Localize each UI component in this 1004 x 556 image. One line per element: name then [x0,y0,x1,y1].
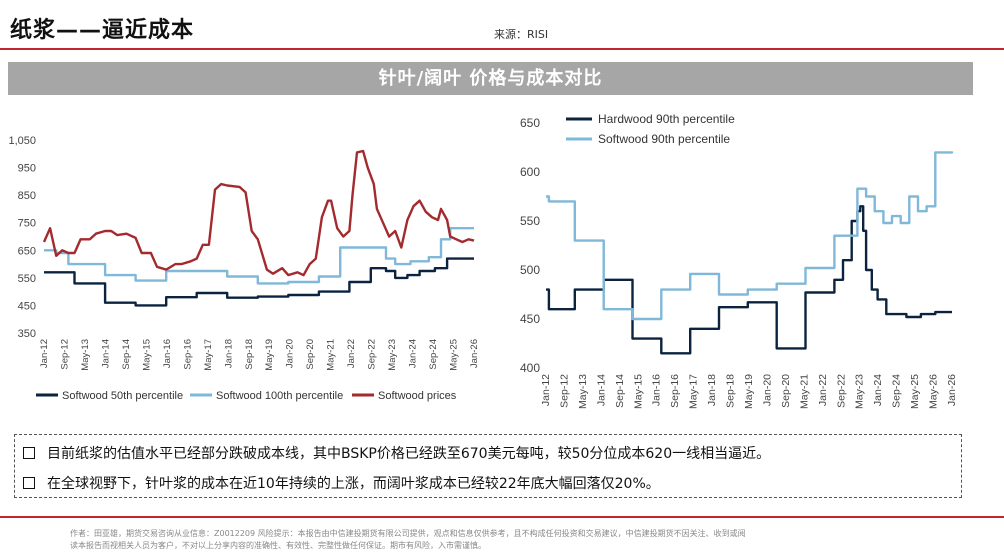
y-tick-label: 550 [18,273,36,285]
notes-box: 目前纸浆的估值水平已经部分跌破成本线，其中BSKP价格已经跌至670美元每吨，较… [14,434,962,498]
x-tick-label: Sep-24 [428,339,439,370]
x-tick-label: Sep-18 [244,339,255,370]
note-text: 在全球视野下，针叶浆的成本在近10年持续的上涨，而阔叶浆成本已经较22年底大幅回… [47,476,660,492]
x-tick-label: Jan-26 [946,374,958,406]
y-tick-label: 850 [18,190,36,202]
x-tick-label: Jan-14 [595,374,607,406]
x-tick-label: Jan-14 [100,339,111,368]
x-tick-label: Jan-22 [817,374,829,406]
x-tick-label: Jan-26 [469,339,480,368]
y-tick-label: 950 [18,163,36,175]
page-title: 纸浆——逼近成本 [10,18,195,43]
x-tick-label: May-26 [928,374,940,409]
x-tick-label: Jan-20 [285,339,296,368]
x-tick-label: Jan-24 [872,374,884,406]
x-tick-label: Jan-12 [540,374,552,406]
x-tick-label: Jan-22 [346,339,357,368]
y-tick-label: 1,050 [8,135,36,147]
y-tick-label: 350 [18,328,36,340]
x-tick-label: Sep-22 [367,339,378,370]
series-line [44,257,474,307]
x-tick-label: Sep-20 [780,374,792,408]
x-tick-label: May-21 [798,374,810,409]
x-tick-label: May-23 [387,339,398,371]
x-tick-label: Sep-16 [182,339,193,370]
x-tick-label: May-21 [326,339,337,371]
x-tick-label: Sep-18 [725,374,737,408]
footer-line: 作者：田亚雄，期货交易咨询从业信息：Z0012209 风险提示：本报告由中信建投… [70,529,746,538]
x-tick-label: Sep-22 [835,374,847,408]
x-tick-label: Jan-18 [223,339,234,368]
bullet-box-icon [23,447,35,459]
series-line [546,205,952,355]
x-tick-label: Jan-16 [162,339,173,368]
x-tick-label: Jan-16 [651,374,663,406]
x-tick-label: Jan-12 [39,339,50,368]
x-tick-label: Jan-18 [706,374,718,406]
x-tick-label: May-17 [688,374,700,409]
legend-label: Hardwood 90th percentile [598,112,735,126]
footer-line: 读本报告而视相关人员为客户，不对以上分享内容的准确性、有效性、完整性做任何保证。… [70,541,486,550]
y-tick-label: 550 [520,214,540,228]
x-tick-label: May-25 [449,339,460,371]
disclaimer-footer: 作者：田亚雄，期货交易咨询从业信息：Z0012209 风险提示：本报告由中信建投… [70,528,960,552]
x-tick-label: May-23 [854,374,866,409]
x-tick-label: Sep-12 [558,374,570,408]
x-tick-label: May-15 [141,339,152,371]
x-tick-label: May-13 [80,339,91,371]
x-tick-label: Sep-16 [669,374,681,408]
x-tick-label: Sep-12 [59,339,70,370]
y-tick-label: 450 [18,300,36,312]
series-line [42,149,475,277]
top-divider [0,48,1004,50]
y-tick-label: 650 [18,245,36,257]
x-tick-label: May-19 [743,374,755,409]
x-tick-label: Jan-24 [408,339,419,368]
y-tick-label: 750 [18,218,36,230]
legend-label: Softwood 50th percentile [62,390,183,402]
note-text: 目前纸浆的估值水平已经部分跌破成本线，其中BSKP价格已经跌至670美元每吨，较… [47,446,771,462]
bottom-divider [0,516,1004,518]
x-tick-label: May-25 [909,374,921,409]
x-tick-label: Sep-14 [121,339,132,370]
y-tick-label: 500 [520,263,540,277]
y-tick-label: 600 [520,165,540,179]
note-item: 目前纸浆的估值水平已经部分跌破成本线，其中BSKP价格已经跌至670美元每吨，较… [23,443,770,463]
x-tick-label: May-19 [264,339,275,371]
legend-label: Softwood prices [378,390,457,402]
series-line [546,151,954,321]
source-label: 来源：RISI [494,28,549,41]
y-tick-label: 650 [520,116,540,130]
x-tick-label: Sep-20 [305,339,316,370]
legend-label: Softwood 90th percentile [598,132,730,146]
x-tick-label: May-17 [203,339,214,371]
bullet-box-icon [23,477,35,489]
x-tick-label: Jan-20 [761,374,773,406]
note-item: 在全球视野下，针叶浆的成本在近10年持续的上涨，而阔叶浆成本已经较22年底大幅回… [23,473,660,493]
x-tick-label: May-15 [632,374,644,409]
y-tick-label: 450 [520,312,540,326]
x-tick-label: Sep-24 [891,374,903,408]
series-line [44,227,474,285]
section-banner: 针叶/阔叶 价格与成本对比 [8,62,973,95]
x-tick-label: Sep-14 [614,374,626,408]
legend-label: Softwood 100th percentile [216,390,343,402]
x-tick-label: May-13 [577,374,589,409]
y-tick-label: 400 [520,361,540,375]
